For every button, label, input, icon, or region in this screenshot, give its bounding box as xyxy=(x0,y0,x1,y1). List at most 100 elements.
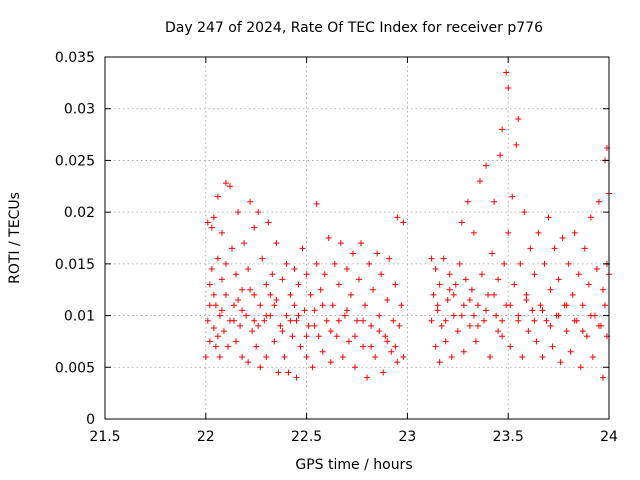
data-point xyxy=(444,297,451,304)
data-point xyxy=(231,302,238,309)
data-point xyxy=(376,328,383,335)
data-point xyxy=(481,317,488,324)
data-point xyxy=(265,219,272,226)
data-point xyxy=(454,328,461,335)
data-point xyxy=(499,333,506,340)
data-point xyxy=(442,338,449,345)
data-point xyxy=(571,229,578,236)
data-point xyxy=(533,338,540,345)
data-point xyxy=(380,369,387,376)
data-point xyxy=(470,312,477,319)
data-point xyxy=(267,291,274,298)
data-point xyxy=(436,281,443,288)
data-point xyxy=(491,291,498,298)
data-point xyxy=(501,260,508,267)
data-point xyxy=(285,369,292,376)
data-point xyxy=(523,297,530,304)
data-point xyxy=(358,240,365,247)
data-point xyxy=(531,317,538,324)
data-point xyxy=(251,224,258,231)
data-point xyxy=(366,260,373,267)
data-point xyxy=(470,229,477,236)
data-point xyxy=(384,297,391,304)
data-point xyxy=(487,353,494,360)
data-point xyxy=(245,266,252,273)
data-point xyxy=(368,322,375,329)
chart-title: Day 247 of 2024, Rate Of TEC Index for r… xyxy=(165,20,543,36)
data-point xyxy=(388,348,395,355)
data-point xyxy=(547,286,554,293)
data-point xyxy=(370,286,377,293)
data-point xyxy=(428,255,435,262)
data-point xyxy=(579,302,586,309)
data-point xyxy=(581,245,588,252)
data-point xyxy=(319,348,326,355)
data-point xyxy=(474,322,481,329)
data-point xyxy=(483,307,490,314)
data-point xyxy=(237,322,244,329)
data-point xyxy=(499,126,506,133)
data-point xyxy=(587,312,594,319)
data-point xyxy=(206,338,213,345)
data-point xyxy=(208,224,215,231)
data-point xyxy=(436,359,443,366)
data-point xyxy=(341,312,348,319)
x-tick-label: 23.5 xyxy=(493,429,524,445)
data-point xyxy=(364,374,371,381)
data-point xyxy=(450,312,457,319)
data-point xyxy=(579,328,586,335)
data-point xyxy=(287,291,294,298)
data-point xyxy=(327,359,334,366)
data-point xyxy=(440,255,447,262)
data-point xyxy=(478,271,485,278)
data-point xyxy=(275,369,282,376)
data-point xyxy=(495,276,502,283)
data-point xyxy=(303,271,310,278)
data-point xyxy=(235,297,242,304)
data-point xyxy=(551,245,558,252)
data-point xyxy=(261,317,268,324)
data-point xyxy=(226,183,233,190)
data-point xyxy=(360,343,367,350)
data-point xyxy=(279,276,286,283)
data-point xyxy=(398,302,405,309)
data-point xyxy=(555,276,562,283)
data-point xyxy=(515,312,522,319)
data-point xyxy=(525,328,532,335)
x-tick-label: 24 xyxy=(600,429,618,445)
data-point xyxy=(535,229,542,236)
data-point xyxy=(206,302,213,309)
data-point xyxy=(255,322,262,329)
data-point xyxy=(547,322,554,329)
data-point xyxy=(394,214,401,221)
data-point xyxy=(587,214,594,221)
data-point xyxy=(595,198,602,205)
data-point xyxy=(349,250,356,257)
data-point xyxy=(382,333,389,340)
plot-frame xyxy=(104,56,610,420)
data-point xyxy=(255,209,262,216)
data-point xyxy=(509,193,516,200)
data-point xyxy=(515,317,522,324)
data-point xyxy=(247,198,254,205)
data-point xyxy=(273,240,280,247)
data-point xyxy=(210,324,217,331)
data-point xyxy=(309,364,316,371)
data-point xyxy=(271,338,278,345)
data-point xyxy=(281,353,288,360)
data-point xyxy=(434,302,441,309)
y-tick-label: 0.02 xyxy=(64,205,95,221)
data-point xyxy=(245,359,252,366)
data-point xyxy=(343,266,350,273)
data-point xyxy=(351,364,358,371)
data-point xyxy=(321,271,328,278)
data-point xyxy=(507,343,514,350)
data-point xyxy=(539,353,546,360)
data-point xyxy=(446,271,453,278)
data-point xyxy=(599,286,606,293)
data-point xyxy=(222,260,229,267)
data-point xyxy=(529,307,536,314)
data-point xyxy=(327,328,334,335)
data-point xyxy=(396,322,403,329)
data-point xyxy=(466,322,473,329)
